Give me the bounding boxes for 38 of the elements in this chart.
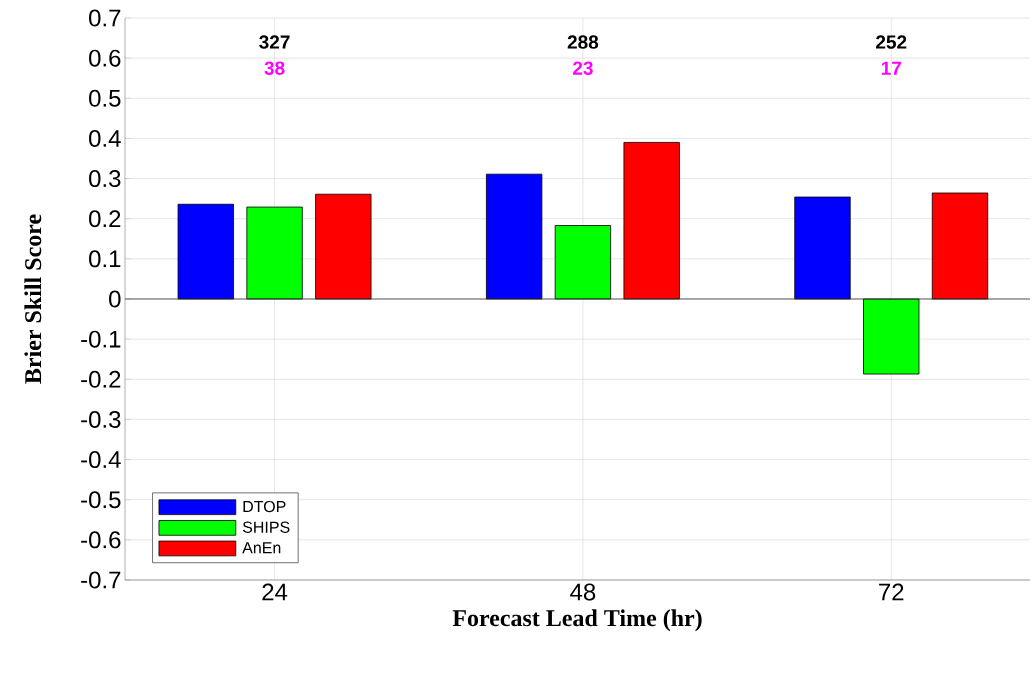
x-tick-label: 24 xyxy=(262,583,288,601)
bar xyxy=(177,203,234,300)
annotation: 288 xyxy=(567,35,599,49)
y-tick-label: 0.2 xyxy=(89,210,121,228)
y-tick-label: 0.4 xyxy=(89,129,121,147)
annotation: 38 xyxy=(264,61,285,75)
legend-label: SHIPS xyxy=(242,521,290,533)
y-tick-label: -0.5 xyxy=(81,491,121,509)
legend-label: DTOP xyxy=(243,500,286,513)
bar xyxy=(794,196,851,300)
bar xyxy=(863,298,920,375)
y-tick-label: -0.1 xyxy=(81,330,121,348)
y-tick-label: 0.1 xyxy=(89,250,121,268)
x-axis-title: Forecast Lead Time (hr) xyxy=(452,609,702,632)
x-tick-label: 72 xyxy=(879,583,904,601)
y-tick-label: -0.3 xyxy=(81,410,121,428)
bar xyxy=(554,225,612,300)
y-tick-label: -0.7 xyxy=(81,571,121,589)
annotation: 327 xyxy=(259,35,290,49)
bar xyxy=(246,206,303,300)
bar xyxy=(623,142,680,300)
y-axis-title: Brier Skill Score xyxy=(24,214,42,384)
y-tick-label: 0.6 xyxy=(89,49,121,67)
bar xyxy=(485,173,543,300)
bar xyxy=(315,193,372,300)
y-tick-label: 0 xyxy=(109,290,121,308)
annotation: 252 xyxy=(876,35,907,49)
annotation: 23 xyxy=(572,61,593,75)
y-tick-label: -0.2 xyxy=(81,370,121,388)
y-tick-label: 0.7 xyxy=(89,9,121,27)
legend-label: AnEn xyxy=(242,542,281,554)
y-tick-label: -0.4 xyxy=(81,451,121,469)
y-tick-label: 0.5 xyxy=(89,89,121,107)
bar xyxy=(931,192,989,300)
x-tick-label: 48 xyxy=(570,583,596,601)
y-tick-label: -0.6 xyxy=(81,531,121,549)
y-tick-label: 0.3 xyxy=(89,170,121,188)
annotation: 17 xyxy=(881,61,901,75)
